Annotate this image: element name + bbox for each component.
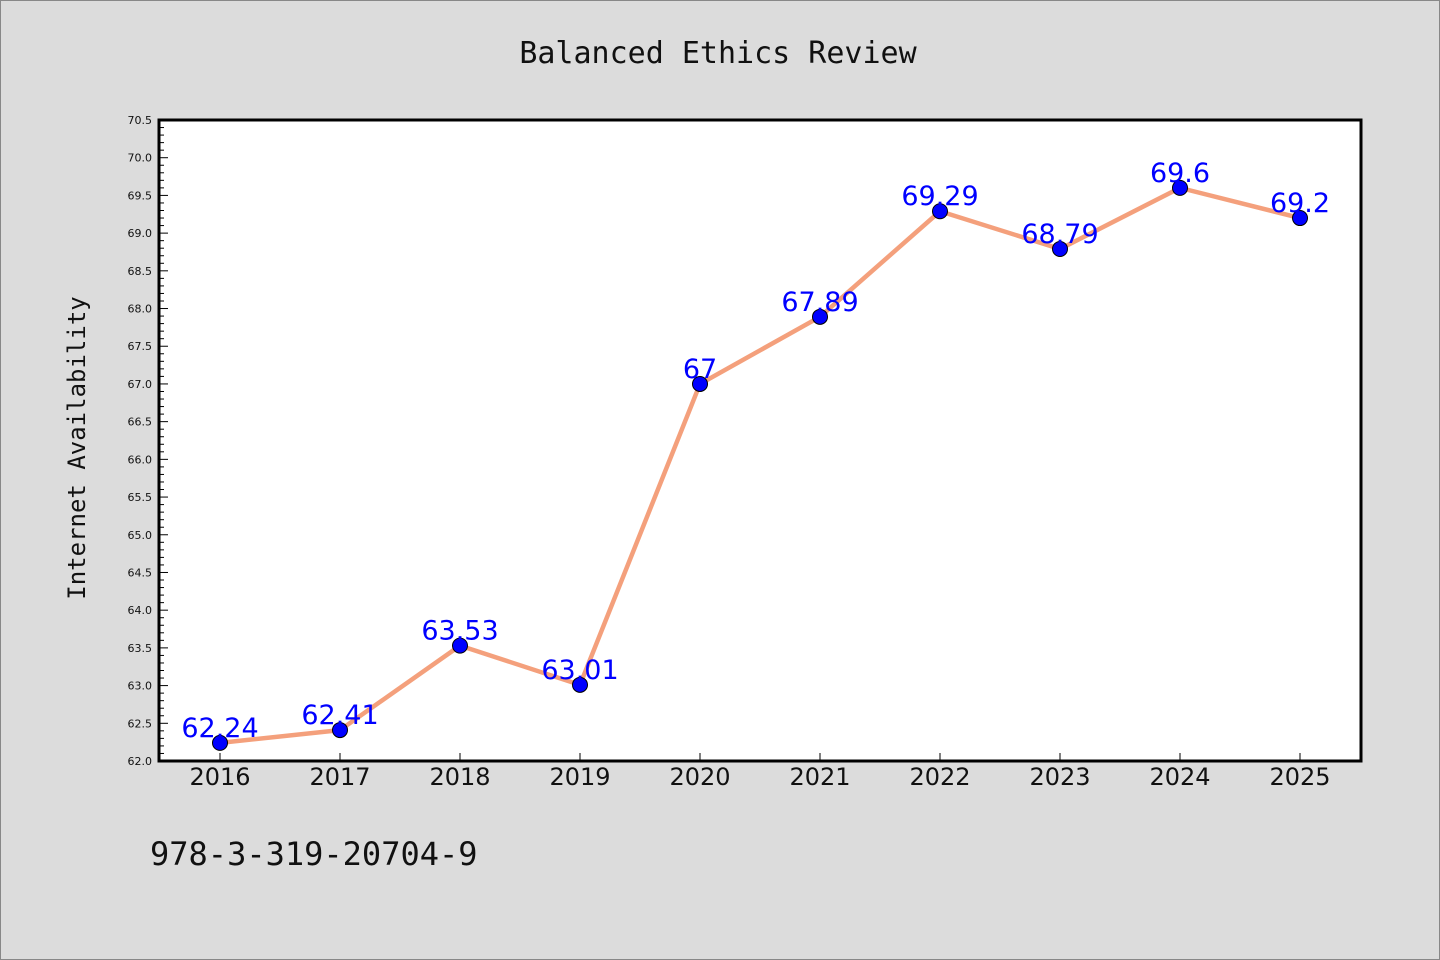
- y-tick-label: 70.0: [128, 152, 153, 165]
- y-tick-label: 66.5: [128, 416, 153, 429]
- x-tick-label: 2024: [1149, 763, 1210, 791]
- x-axis: 2016 2017 2018 2019 2020 2021 2022 2023 2024 2025: [189, 753, 1331, 791]
- data-point: [932, 203, 948, 220]
- x-tick-label: 2025: [1269, 763, 1330, 791]
- data-point: [212, 734, 228, 751]
- data-point: [1292, 210, 1308, 227]
- x-tick-label: 2020: [669, 763, 730, 791]
- data-point: [1052, 240, 1068, 257]
- y-tick-label: 67.5: [128, 340, 153, 353]
- data-label: 67: [683, 354, 717, 385]
- x-tick-label: 2016: [189, 763, 250, 791]
- data-label: 62.41: [301, 700, 378, 731]
- isbn-footer: 978-3-319-20704-9: [150, 835, 478, 873]
- series-group: [212, 179, 1308, 751]
- data-label: 69.29: [901, 181, 978, 212]
- data-labels: 62.24 62.41 63.53 63.01 67 67.89 69.29 68.79 69.…: [181, 158, 1330, 744]
- y-tick-label: 62.5: [128, 717, 153, 730]
- y-axis-label: Internet Availability: [63, 296, 91, 599]
- y-tick-label: 62.0: [128, 755, 153, 768]
- x-tick-label: 2023: [1029, 763, 1090, 791]
- data-point: [1172, 179, 1188, 196]
- y-tick-label: 67.0: [128, 378, 153, 391]
- y-axis: 62.0 62.5 63.0 63.5 64.0 64.5 65.0 65.5 66.0 66.5…: [128, 114, 168, 768]
- chart-title: Balanced Ethics Review: [519, 36, 917, 71]
- y-tick-label: 66.0: [128, 453, 153, 466]
- y-tick-label: 68.0: [128, 303, 153, 316]
- data-label: 67.89: [781, 287, 858, 318]
- x-tick-label: 2019: [549, 763, 610, 791]
- y-tick-label: 63.5: [128, 642, 153, 655]
- data-label: 62.24: [181, 713, 258, 744]
- y-tick-label: 69.0: [128, 227, 153, 240]
- data-label: 63.53: [421, 616, 498, 647]
- x-tick-label: 2022: [909, 763, 970, 791]
- x-tick-label: 2021: [789, 763, 850, 791]
- y-tick-label: 63.0: [128, 680, 153, 693]
- y-tick-label: 69.5: [128, 189, 153, 202]
- data-point: [572, 676, 588, 693]
- data-point: [812, 308, 828, 325]
- x-tick-label: 2018: [429, 763, 490, 791]
- data-label: 69.6: [1150, 158, 1210, 189]
- data-label: 63.01: [541, 655, 618, 686]
- data-label: 68.79: [1021, 219, 1098, 250]
- y-tick-label: 64.0: [128, 604, 153, 617]
- plot-area: [157, 118, 1363, 763]
- y-tick-label: 70.5: [128, 114, 153, 127]
- y-tick-label: 65.5: [128, 491, 153, 504]
- y-tick-label: 68.5: [128, 265, 153, 278]
- y-tick-label: 65.0: [128, 529, 153, 542]
- y-tick-label: 64.5: [128, 566, 153, 579]
- x-tick-label: 2017: [309, 763, 370, 791]
- data-point: [452, 637, 468, 654]
- series-line: [219, 185, 1301, 746]
- data-point: [332, 722, 348, 739]
- data-point: [692, 375, 708, 392]
- data-label: 69.2: [1270, 188, 1330, 219]
